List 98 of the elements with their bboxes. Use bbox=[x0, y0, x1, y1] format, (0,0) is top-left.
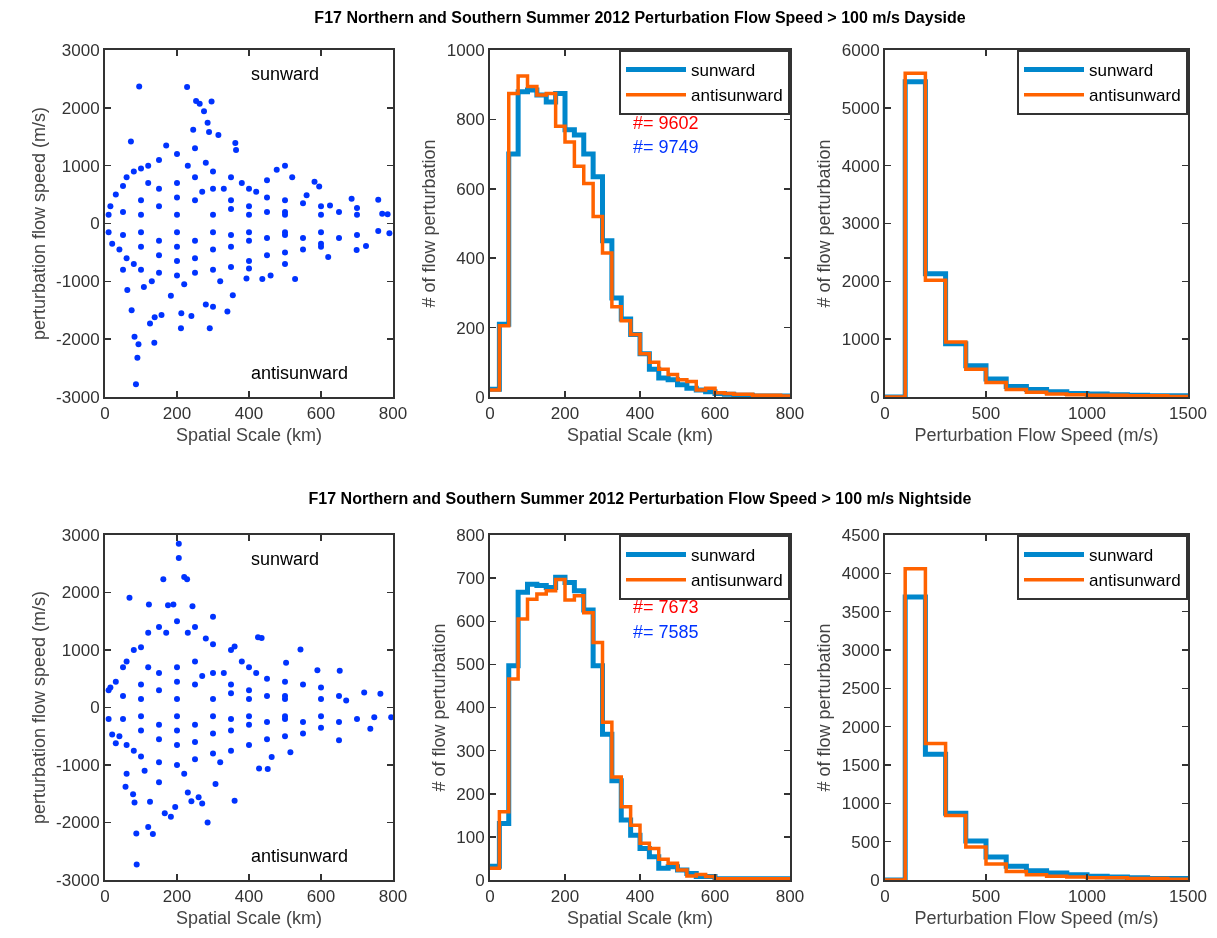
y-axis-title: # of flow perturbation bbox=[814, 139, 835, 308]
y-tick-label: 6000 bbox=[841, 40, 880, 60]
x-tick-label: 200 bbox=[550, 404, 580, 424]
y-tick-label: 1000 bbox=[841, 330, 880, 350]
legend-label: antisunward bbox=[691, 86, 783, 106]
y-tick-label: -1000 bbox=[56, 755, 100, 775]
y-tick-label: 200 bbox=[456, 784, 485, 804]
y-tick-label: -3000 bbox=[56, 870, 100, 890]
y-tick-label: 400 bbox=[456, 249, 485, 269]
y-tick-label: 0 bbox=[475, 870, 485, 890]
x-tick-label: 600 bbox=[306, 887, 336, 907]
y-tick-label: 0 bbox=[90, 214, 100, 234]
y-tick-label: 100 bbox=[456, 827, 485, 847]
y-tick-label: 3000 bbox=[841, 214, 880, 234]
x-tick-label: 400 bbox=[625, 404, 655, 424]
y-tick-label: 1000 bbox=[61, 156, 100, 176]
y-tick-label: 4500 bbox=[841, 525, 880, 545]
y-tick-label: 2000 bbox=[61, 583, 100, 603]
x-axis-title: Spatial Scale (km) bbox=[175, 908, 323, 928]
x-tick-label: 800 bbox=[378, 887, 408, 907]
legend-label: antisunward bbox=[691, 571, 783, 591]
y-tick-label: -2000 bbox=[56, 813, 100, 833]
y-tick-label: 3500 bbox=[841, 602, 880, 622]
y-tick-label: 2500 bbox=[841, 679, 880, 699]
annotation: antisunward bbox=[251, 363, 349, 383]
y-tick-label: 0 bbox=[870, 870, 880, 890]
y-tick-label: 3000 bbox=[61, 40, 100, 60]
y-tick-label: 0 bbox=[870, 387, 880, 407]
legend-label: sunward bbox=[1089, 61, 1154, 81]
x-axis-title: Perturbation Flow Speed (m/s) bbox=[914, 425, 1159, 445]
annotation: #= 7585 bbox=[633, 622, 699, 642]
y-axis-title: perturbation flow speed (m/s) bbox=[28, 590, 49, 825]
y-tick-label: 2000 bbox=[841, 272, 880, 292]
x-tick-label: 400 bbox=[625, 887, 655, 907]
y-tick-label: 3000 bbox=[841, 640, 880, 660]
y-tick-label: 200 bbox=[456, 318, 485, 338]
y-tick-label: 800 bbox=[456, 110, 485, 130]
x-tick-label: 1000 bbox=[1068, 404, 1106, 424]
x-tick-label: 1500 bbox=[1169, 404, 1207, 424]
x-tick-label: 600 bbox=[700, 404, 730, 424]
x-tick-label: 200 bbox=[550, 887, 580, 907]
x-tick-label: 500 bbox=[971, 404, 1001, 424]
y-tick-label: 800 bbox=[456, 525, 485, 545]
y-tick-label: -2000 bbox=[56, 330, 100, 350]
y-tick-label: 2000 bbox=[61, 98, 100, 118]
y-tick-label: 500 bbox=[456, 655, 485, 675]
chart-title: F17 Northern and Southern Summer 2012 Perturbation Flow Speed > 100 m/s Nightside bbox=[308, 490, 972, 508]
y-tick-label: -1000 bbox=[56, 272, 100, 292]
annotation: #= 9749 bbox=[633, 137, 699, 157]
x-tick-label: 600 bbox=[700, 887, 730, 907]
x-tick-label: 200 bbox=[162, 887, 192, 907]
y-tick-label: 0 bbox=[475, 387, 485, 407]
x-axis-title: Spatial Scale (km) bbox=[566, 908, 714, 928]
y-axis-title: # of flow perturbation bbox=[428, 623, 449, 792]
y-tick-label: 600 bbox=[456, 612, 485, 632]
y-axis-title: # of flow perturbation bbox=[814, 623, 835, 792]
x-tick-label: 200 bbox=[162, 404, 192, 424]
chart-title: F17 Northern and Southern Summer 2012 Perturbation Flow Speed > 100 m/s Dayside bbox=[314, 9, 966, 27]
legend-label: antisunward bbox=[1089, 86, 1181, 106]
annotation: antisunward bbox=[251, 846, 349, 866]
y-tick-label: 500 bbox=[851, 832, 880, 852]
x-tick-label: 1500 bbox=[1169, 887, 1207, 907]
annotation: sunward bbox=[251, 64, 320, 84]
y-axis-title: # of flow perturbation bbox=[419, 139, 440, 308]
y-tick-label: 600 bbox=[456, 179, 485, 199]
y-tick-label: 3000 bbox=[61, 525, 100, 545]
x-axis-title: Perturbation Flow Speed (m/s) bbox=[914, 908, 1159, 928]
y-tick-label: -3000 bbox=[56, 387, 100, 407]
legend-label: sunward bbox=[691, 546, 756, 566]
y-tick-label: 1000 bbox=[841, 794, 880, 814]
legend-label: sunward bbox=[1089, 546, 1154, 566]
annotation: sunward bbox=[251, 549, 320, 569]
x-tick-label: 800 bbox=[775, 404, 805, 424]
y-tick-label: 300 bbox=[456, 741, 485, 761]
legend-label: antisunward bbox=[1089, 571, 1181, 591]
x-tick-label: 800 bbox=[775, 887, 805, 907]
y-tick-label: 0 bbox=[90, 698, 100, 718]
x-tick-label: 400 bbox=[234, 887, 264, 907]
x-axis-title: Spatial Scale (km) bbox=[566, 425, 714, 445]
y-axis-title: perturbation flow speed (m/s) bbox=[28, 106, 49, 341]
y-tick-label: 400 bbox=[456, 698, 485, 718]
y-tick-label: 700 bbox=[456, 569, 485, 589]
annotation: #= 9602 bbox=[633, 113, 699, 133]
x-tick-label: 600 bbox=[306, 404, 336, 424]
y-tick-label: 1500 bbox=[841, 755, 880, 775]
y-tick-label: 4000 bbox=[841, 156, 880, 176]
y-tick-label: 4000 bbox=[841, 564, 880, 584]
x-tick-label: 800 bbox=[378, 404, 408, 424]
x-tick-label: 400 bbox=[234, 404, 264, 424]
annotation: #= 7673 bbox=[633, 597, 699, 617]
y-tick-label: 1000 bbox=[61, 640, 100, 660]
y-tick-label: 1000 bbox=[446, 40, 485, 60]
y-tick-label: 5000 bbox=[841, 98, 880, 118]
y-tick-label: 2000 bbox=[841, 717, 880, 737]
legend-label: sunward bbox=[691, 61, 756, 81]
x-axis-title: Spatial Scale (km) bbox=[175, 425, 323, 445]
x-tick-label: 1000 bbox=[1068, 887, 1106, 907]
x-tick-label: 500 bbox=[971, 887, 1001, 907]
